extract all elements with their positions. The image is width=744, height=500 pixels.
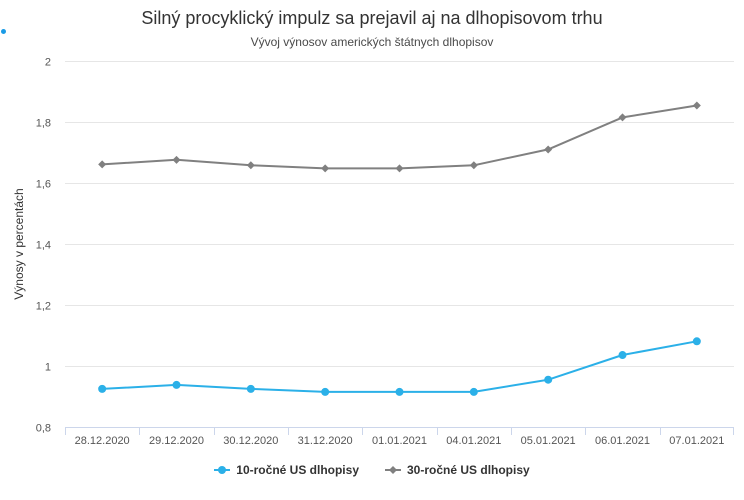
y-tick-label: 0,8 — [36, 423, 51, 435]
data-point[interactable] — [544, 145, 553, 154]
x-tick-label: 05.01.2021 — [521, 435, 576, 447]
y-tick-label: 1,4 — [36, 240, 51, 252]
data-point[interactable] — [618, 113, 627, 122]
data-point[interactable] — [544, 375, 553, 384]
data-point[interactable] — [98, 384, 107, 393]
series-layer — [98, 101, 701, 396]
data-point[interactable] — [469, 387, 478, 396]
y-tick-label: 1,2 — [36, 301, 51, 313]
series-line-1 — [101, 104, 698, 170]
x-tick-label: 06.01.2021 — [595, 435, 650, 447]
dot-marker — [1, 29, 6, 34]
chart-subtitle: Vývoj výnosov amerických štátnych dlhopi… — [250, 35, 494, 49]
data-point[interactable] — [172, 380, 181, 389]
x-tick-label: 07.01.2021 — [669, 435, 724, 447]
y-axis-label: Výnosy v percentách — [12, 188, 26, 299]
legend-label-10y: 10-ročné US dlhopisy — [236, 463, 359, 477]
data-point[interactable] — [172, 155, 181, 164]
x-tick-label: 29.12.2020 — [149, 435, 204, 447]
x-tick-label: 04.01.2021 — [446, 435, 501, 447]
chart-title: Silný procyklický impulz sa prejavil aj … — [141, 8, 603, 28]
data-point[interactable] — [246, 384, 255, 393]
data-point[interactable] — [246, 161, 255, 170]
data-point[interactable] — [395, 387, 404, 396]
y-tick-label: 1,8 — [36, 118, 51, 130]
data-point[interactable] — [692, 101, 701, 110]
data-point[interactable] — [98, 160, 107, 169]
axis-layer: 0,8 1 1,2 1,4 1,6 1,8 2 28.12.2020 29.12.2020 30.… — [36, 57, 734, 447]
data-point[interactable] — [618, 351, 627, 360]
y-tick-label: 1,6 — [36, 179, 51, 191]
data-point[interactable] — [692, 337, 701, 346]
y-tick-label: 1 — [45, 362, 51, 374]
data-point[interactable] — [469, 161, 478, 170]
data-point[interactable] — [395, 164, 404, 173]
legend-circle-icon — [214, 466, 231, 474]
x-tick-label: 28.12.2020 — [75, 435, 130, 447]
x-tick-label: 31.12.2020 — [298, 435, 353, 447]
data-point[interactable] — [321, 387, 330, 396]
legend: 10-ročné US dlhopisy 30-ročné US dlhopis… — [0, 463, 744, 477]
legend-item-30y[interactable]: 30-ročné US dlhopisy — [385, 463, 530, 477]
x-tick-label: 30.12.2020 — [223, 435, 278, 447]
x-tick-label: 01.01.2021 — [372, 435, 427, 447]
legend-label-30y: 30-ročné US dlhopisy — [407, 463, 530, 477]
legend-item-10y[interactable]: 10-ročné US dlhopisy — [214, 463, 359, 477]
y-tick-label: 2 — [45, 57, 51, 69]
legend-diamond-icon — [385, 466, 401, 474]
data-point[interactable] — [321, 164, 330, 173]
